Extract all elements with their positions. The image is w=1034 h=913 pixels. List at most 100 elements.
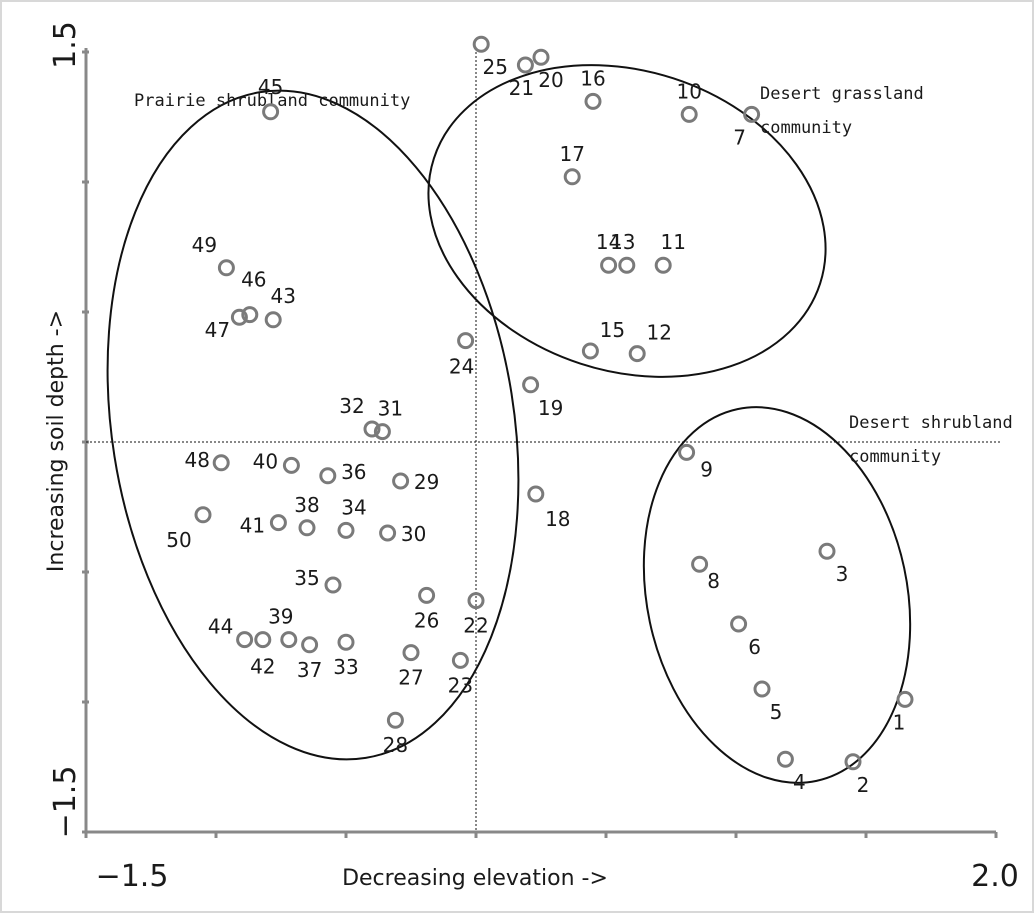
data-point-18 — [527, 485, 545, 503]
prairie-shrubland-ellipse — [106, 89, 520, 761]
x-tick-label-min: −1.5 — [96, 859, 169, 894]
point-label-27: 27 — [398, 666, 423, 690]
point-label-31: 31 — [378, 397, 403, 421]
data-point-38 — [298, 519, 316, 537]
point-label-45: 45 — [258, 75, 283, 99]
point-label-46: 46 — [241, 268, 266, 292]
data-point-47 — [230, 308, 248, 326]
data-point-6 — [730, 615, 748, 633]
data-point-10 — [680, 105, 698, 123]
desert-grassland-label: Desert grassland — [760, 84, 924, 104]
point-label-35: 35 — [294, 566, 319, 590]
data-point-37 — [301, 636, 319, 654]
data-point-17 — [563, 168, 581, 186]
point-label-5: 5 — [770, 700, 783, 724]
point-label-43: 43 — [270, 284, 295, 308]
data-point-35 — [324, 576, 342, 594]
point-label-29: 29 — [414, 470, 439, 494]
desert-grassland-label-line2: community — [760, 118, 852, 138]
point-label-32: 32 — [339, 394, 364, 418]
point-label-26: 26 — [414, 608, 439, 632]
y-tick-label-min: −1.5 — [48, 766, 83, 839]
data-point-5 — [753, 680, 771, 698]
point-label-2: 2 — [857, 773, 870, 797]
desert-shrubland-label-line2: community — [849, 447, 941, 467]
x-axis-title: Decreasing elevation -> — [342, 866, 608, 891]
point-label-44: 44 — [208, 615, 233, 639]
point-label-13: 13 — [610, 230, 635, 254]
y-axis-title: Increasing soil depth -> — [44, 310, 69, 572]
point-label-28: 28 — [383, 733, 408, 757]
data-point-24 — [457, 332, 475, 350]
data-point-34 — [337, 521, 355, 539]
point-label-10: 10 — [676, 79, 701, 103]
data-point-4 — [776, 750, 794, 768]
point-label-42: 42 — [250, 655, 275, 679]
point-label-16: 16 — [580, 66, 605, 90]
data-point-39 — [280, 631, 298, 649]
point-label-22: 22 — [463, 614, 488, 638]
axis-ticks — [82, 50, 998, 838]
point-label-25: 25 — [482, 55, 507, 79]
data-point-16 — [584, 92, 602, 110]
data-point-28 — [386, 711, 404, 729]
prairie-shrubland-label: Prairie shrubland community — [134, 91, 410, 111]
point-label-17: 17 — [559, 142, 584, 166]
data-point-33 — [337, 633, 355, 651]
y-tick-label-max: 1.5 — [48, 21, 83, 69]
point-label-23: 23 — [448, 673, 473, 697]
point-label-33: 33 — [333, 655, 358, 679]
point-label-37: 37 — [297, 658, 322, 682]
point-label-50: 50 — [166, 528, 191, 552]
point-label-38: 38 — [294, 493, 319, 517]
point-label-3: 3 — [836, 562, 849, 586]
point-label-40: 40 — [253, 449, 278, 473]
data-point-31 — [373, 423, 391, 441]
point-label-36: 36 — [341, 460, 366, 484]
point-label-30: 30 — [401, 522, 426, 546]
point-label-34: 34 — [341, 495, 366, 519]
data-point-1 — [896, 690, 914, 708]
data-point-8 — [691, 555, 709, 573]
point-label-15: 15 — [600, 318, 625, 342]
data-point-22 — [467, 592, 485, 610]
point-label-49: 49 — [192, 233, 217, 257]
point-label-9: 9 — [700, 457, 713, 481]
point-label-47: 47 — [205, 318, 230, 342]
data-point-19 — [522, 376, 540, 394]
point-label-39: 39 — [268, 605, 293, 629]
data-point-49 — [217, 259, 235, 277]
point-label-1: 1 — [893, 710, 906, 734]
data-point-27 — [402, 644, 420, 662]
data-point-12 — [628, 345, 646, 363]
data-point-29 — [392, 472, 410, 490]
data-point-14 — [600, 256, 618, 274]
desert-shrubland-ellipse — [642, 406, 912, 784]
data-point-43 — [264, 311, 282, 329]
data-point-23 — [451, 651, 469, 669]
point-label-19: 19 — [538, 396, 563, 420]
x-tick-label-max: 2.0 — [971, 859, 1019, 894]
data-point-50 — [194, 506, 212, 524]
data-point-25 — [472, 35, 490, 53]
point-label-11: 11 — [660, 230, 685, 254]
data-point-36 — [319, 467, 337, 485]
point-label-14: 14 — [596, 230, 621, 254]
data-point-26 — [418, 586, 436, 604]
data-point-44 — [236, 631, 254, 649]
desert-shrubland-label: Desert shrubland — [849, 413, 1013, 433]
desert-grassland-ellipse — [427, 64, 827, 378]
point-label-24: 24 — [449, 355, 474, 379]
point-label-12: 12 — [646, 321, 671, 345]
data-point-2 — [844, 753, 862, 771]
data-point-45 — [262, 103, 280, 121]
point-label-4: 4 — [793, 770, 806, 794]
data-point-7 — [743, 105, 761, 123]
data-point-20 — [532, 48, 550, 66]
data-point-9 — [678, 443, 696, 461]
point-label-41: 41 — [240, 514, 265, 538]
point-label-6: 6 — [748, 635, 761, 659]
